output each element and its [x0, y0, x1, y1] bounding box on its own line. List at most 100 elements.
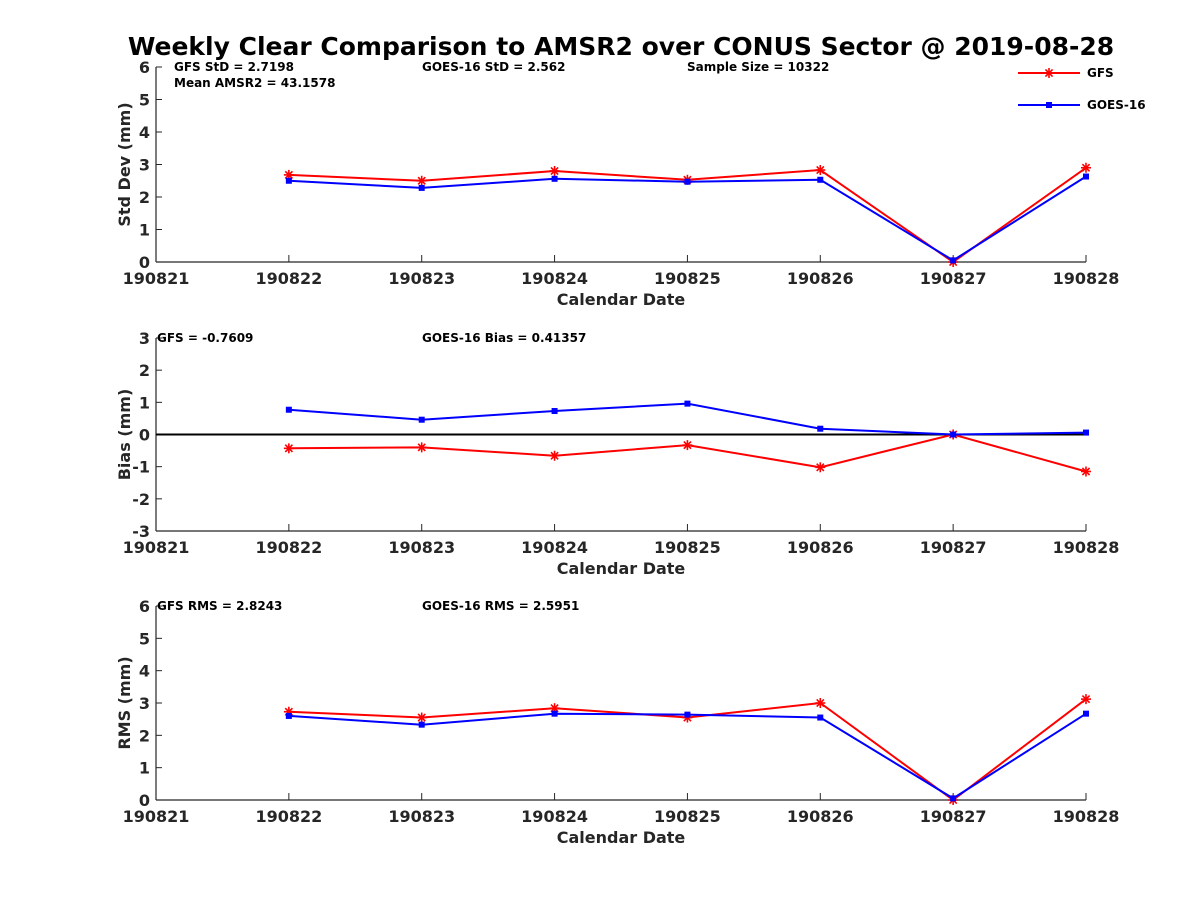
data-point [1083, 429, 1089, 436]
x-axis-label: Calendar Date [557, 828, 686, 847]
x-tick-label: 190827 [920, 538, 987, 557]
data-point [416, 175, 427, 186]
legend-item-goes-16: GOES-16 [1018, 98, 1146, 112]
x-tick-label: 190825 [654, 807, 721, 826]
y-axis-label: RMS (mm) [115, 656, 134, 749]
marker-stroke [550, 704, 559, 713]
marker-stroke [550, 166, 559, 176]
stat-text: GOES-16 Bias = 0.41357 [422, 331, 586, 345]
data-point [817, 176, 824, 183]
x-tick-label: 190822 [255, 269, 322, 288]
data-point [815, 165, 826, 176]
x-tick-label: 190824 [521, 269, 588, 288]
data-point [1081, 694, 1091, 705]
x-tick-label: 190825 [654, 269, 721, 288]
y-tick-label: 0 [139, 253, 150, 272]
data-point [950, 431, 957, 438]
x-tick-label: 190821 [123, 807, 190, 826]
data-point [815, 462, 826, 473]
data-point [551, 710, 558, 717]
y-tick-label: 4 [139, 662, 150, 681]
marker-stroke [417, 713, 426, 722]
data-point [950, 795, 957, 802]
y-tick-label: 3 [139, 156, 150, 175]
data-point [817, 714, 824, 721]
x-tick-label: 190823 [388, 538, 455, 557]
panel-3: 0 1 2 3 4 5 6 190821 190822 190823 190824 190825 190… [115, 597, 1119, 847]
stat-text: GOES-16 RMS = 2.5951 [422, 599, 579, 613]
x-tick-label: 190821 [123, 269, 190, 288]
y-tick-label: 6 [139, 597, 150, 616]
data-point [815, 698, 826, 708]
marker-stroke [816, 165, 825, 175]
data-point [551, 175, 558, 182]
y-tick-label: 3 [139, 694, 150, 713]
x-tick-label: 190826 [787, 269, 854, 288]
marker-stroke [550, 451, 559, 460]
stat-text: GFS RMS = 2.8243 [157, 599, 282, 613]
data-point [817, 425, 824, 432]
x-axis-label: Calendar Date [557, 290, 686, 309]
marker-stroke [1081, 694, 1091, 704]
y-tick-label: 5 [139, 629, 150, 648]
x-tick-label: 190827 [920, 269, 987, 288]
data-point [418, 184, 425, 191]
legend-label: GFS [1087, 66, 1114, 80]
y-tick-label: -1 [132, 458, 150, 477]
data-point [283, 443, 294, 454]
data-point [285, 406, 292, 413]
x-tick-label: 190823 [388, 269, 455, 288]
y-axis-label: Std Dev (mm) [115, 102, 134, 226]
data-point [418, 416, 425, 423]
marker-stroke [816, 463, 825, 472]
y-tick-label: 1 [139, 759, 150, 778]
stat-text: GFS = -0.7609 [157, 331, 253, 345]
y-tick-label: -3 [132, 522, 150, 541]
y-tick-label: 1 [139, 393, 150, 412]
x-axis-label: Calendar Date [557, 559, 686, 578]
y-tick-label: 0 [139, 426, 150, 445]
data-point [1081, 466, 1091, 477]
data-point [416, 442, 427, 453]
marker-stroke [1081, 467, 1091, 476]
data-point [416, 712, 427, 723]
data-point [549, 166, 560, 176]
marker-stroke [816, 698, 825, 708]
x-tick-label: 190821 [123, 538, 190, 557]
y-tick-label: 2 [139, 726, 150, 745]
y-axis-label: Bias (mm) [115, 389, 134, 481]
data-point [285, 177, 292, 184]
data-point [684, 400, 691, 407]
legend: GFS GOES-16 [1018, 66, 1146, 112]
x-tick-label: 190827 [920, 807, 987, 826]
marker-stroke [1081, 163, 1091, 172]
data-point [1083, 173, 1089, 180]
y-tick-label: 1 [139, 221, 150, 240]
panel-1: 0 1 2 3 4 5 6 190821 190822 190823 190824 190825 190… [115, 58, 1119, 309]
legend-marker [1044, 68, 1054, 78]
marker-stroke [683, 440, 692, 450]
x-tick-label: 190823 [388, 807, 455, 826]
series-goes-16 [285, 400, 1089, 438]
marker-stroke [284, 444, 294, 453]
y-tick-label: 6 [139, 58, 150, 77]
x-tick-label: 190826 [787, 807, 854, 826]
data-point [684, 711, 691, 718]
marker-stroke [284, 170, 294, 180]
data-point [684, 178, 691, 185]
series-goes-16 [285, 710, 1089, 802]
data-point [950, 257, 957, 264]
x-tick-label: 190828 [1053, 538, 1120, 557]
panel-2: -3 -2 -1 0 1 2 3 190821 190822 190823 190824 190825… [115, 329, 1119, 578]
x-tick-label: 190825 [654, 538, 721, 557]
data-point [285, 712, 292, 719]
data-point [549, 450, 560, 461]
y-tick-label: 3 [139, 329, 150, 348]
data-point [418, 721, 425, 728]
y-tick-label: 0 [139, 791, 150, 810]
data-point [682, 440, 693, 451]
y-tick-label: 4 [139, 123, 150, 142]
x-tick-label: 190828 [1053, 269, 1120, 288]
x-tick-label: 190824 [521, 538, 588, 557]
